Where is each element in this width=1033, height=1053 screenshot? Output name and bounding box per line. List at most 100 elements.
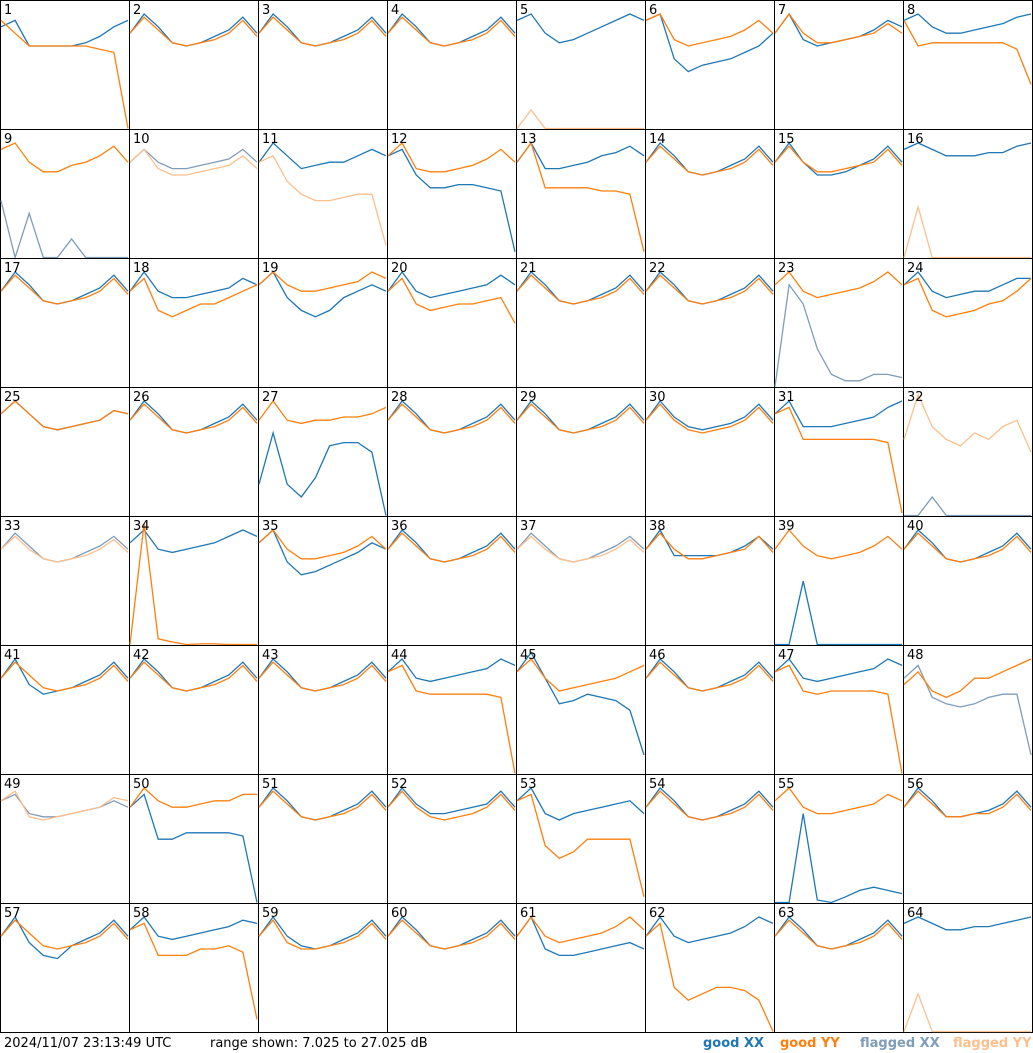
spectrum-xx xyxy=(903,529,1032,563)
panel-number: 18 xyxy=(133,261,150,276)
panel-frame xyxy=(903,903,1033,1033)
panel: 36 xyxy=(387,516,517,646)
panel: 5 xyxy=(516,0,646,130)
panel: 24 xyxy=(903,258,1033,388)
spectrum-xx xyxy=(258,658,387,692)
spectrum-xx xyxy=(774,141,903,176)
panel-frame xyxy=(387,129,517,259)
panel-number: 64 xyxy=(907,906,924,921)
spectrum-yy xyxy=(903,204,1031,259)
panel-frame xyxy=(0,387,130,517)
panel-frame xyxy=(516,516,646,646)
panel-number: 48 xyxy=(907,648,924,663)
spectrum-xx xyxy=(645,13,774,73)
panel-frame xyxy=(129,129,259,259)
spectrum-yy xyxy=(903,658,1032,699)
panel-number: 35 xyxy=(262,519,279,534)
spectrum-xx xyxy=(129,270,258,299)
spectrum-yy xyxy=(129,403,258,434)
range-part: 27.025 xyxy=(361,1036,407,1051)
panel: 8 xyxy=(903,0,1033,130)
spectrum-xx xyxy=(258,787,387,821)
range-part: 7.025 xyxy=(302,1036,339,1051)
spectrum-xx xyxy=(129,529,258,554)
panel: 63 xyxy=(774,903,904,1033)
panel-number: 34 xyxy=(133,519,150,534)
panel: 2 xyxy=(129,0,259,130)
panel: 54 xyxy=(645,774,775,904)
spectrum-yy xyxy=(774,12,903,44)
panel-number: 51 xyxy=(262,777,279,792)
range-part: to xyxy=(344,1036,357,1051)
panel-frame xyxy=(129,774,259,904)
spectrum-xx xyxy=(0,200,128,260)
panel: 45 xyxy=(516,645,646,775)
panel: 33 xyxy=(0,516,130,646)
panel: 53 xyxy=(516,774,646,904)
spectrum-xx xyxy=(903,142,1032,157)
panel: 56 xyxy=(903,774,1033,904)
panel-number: 42 xyxy=(133,648,150,663)
spectrum-yy xyxy=(645,145,774,176)
spectrum-yy xyxy=(387,277,516,324)
panel-number: 22 xyxy=(649,261,666,276)
panel-number: 28 xyxy=(391,390,408,405)
spectrum-yy xyxy=(0,274,129,305)
panel: 50 xyxy=(129,774,259,904)
panel: 31 xyxy=(774,387,904,517)
panel: 3 xyxy=(258,0,388,130)
spectrum-yy xyxy=(774,787,903,815)
panel-number: 45 xyxy=(520,648,537,663)
spectrum-xx xyxy=(645,528,774,557)
spectrum-yy xyxy=(645,13,774,47)
panel-number: 58 xyxy=(133,906,150,921)
panel-frame xyxy=(903,0,1033,130)
panel: 1 xyxy=(0,0,130,130)
panel-number: 8 xyxy=(907,3,915,18)
panel: 21 xyxy=(516,258,646,388)
spectrum-xx xyxy=(387,270,516,299)
spectrum-yy xyxy=(645,661,774,692)
panel: 17 xyxy=(0,258,130,388)
panel-number: 43 xyxy=(262,648,279,663)
panel: 47 xyxy=(774,645,904,775)
panel: 58 xyxy=(129,903,259,1033)
panel-number: 59 xyxy=(262,906,279,921)
panel: 4 xyxy=(387,0,517,130)
panel-number: 55 xyxy=(778,777,795,792)
panel: 46 xyxy=(645,645,775,775)
spectrum-xx xyxy=(387,148,516,252)
panel-number: 33 xyxy=(4,519,21,534)
panel-number: 53 xyxy=(520,777,537,792)
panel: 18 xyxy=(129,258,259,388)
panel: 52 xyxy=(387,774,517,904)
panel: 20 xyxy=(387,258,517,388)
panel: 9 xyxy=(0,129,130,260)
panel-number: 19 xyxy=(262,261,279,276)
spectrum-yy xyxy=(258,919,387,950)
spectrum-yy xyxy=(903,277,1032,318)
spectrum-xx xyxy=(516,13,645,44)
panel-frame xyxy=(0,516,130,646)
spectrum-yy xyxy=(774,664,903,774)
panel-number: 12 xyxy=(391,132,408,147)
spectrum-xx xyxy=(516,651,645,756)
panel: 27 xyxy=(258,387,388,517)
panel-frame xyxy=(903,129,1033,259)
range-part: dB xyxy=(411,1036,428,1051)
spectrum-xx xyxy=(516,271,645,305)
spectrum-yy xyxy=(516,274,645,305)
spectrum-yy xyxy=(129,787,257,808)
spectrum-yy xyxy=(516,141,645,252)
spectrum-xx xyxy=(387,13,516,47)
panel-number: 41 xyxy=(4,648,21,663)
spectrum-xx xyxy=(516,141,645,170)
spectrum-yy xyxy=(387,141,516,173)
panel: 48 xyxy=(903,645,1033,775)
panel-frame xyxy=(645,0,775,130)
panel: 62 xyxy=(645,903,775,1033)
panel: 32 xyxy=(903,387,1033,517)
panel: 42 xyxy=(129,645,259,775)
spectrum-xx xyxy=(0,19,129,47)
spectrum-yy xyxy=(774,271,903,299)
